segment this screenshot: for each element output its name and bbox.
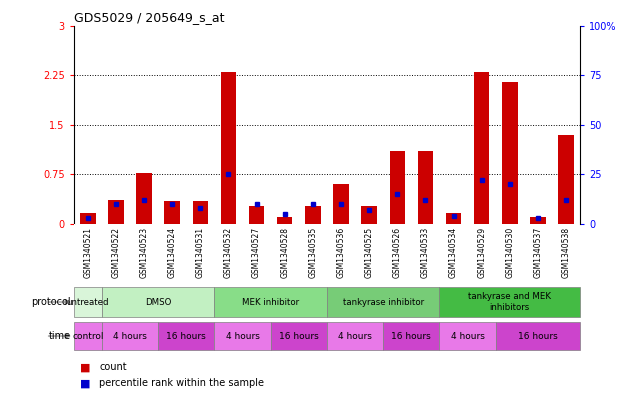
Text: GDS5029 / 205649_s_at: GDS5029 / 205649_s_at xyxy=(74,11,224,24)
Bar xyxy=(474,72,489,224)
Bar xyxy=(327,322,383,350)
Bar xyxy=(214,322,271,350)
Text: GSM1340531: GSM1340531 xyxy=(196,227,205,278)
Bar xyxy=(440,286,580,318)
Text: ■: ■ xyxy=(80,378,90,388)
Text: tankyrase inhibitor: tankyrase inhibitor xyxy=(342,298,424,307)
Text: 16 hours: 16 hours xyxy=(518,332,558,340)
Text: GSM1340532: GSM1340532 xyxy=(224,227,233,278)
Text: tankyrase and MEK
inhibitors: tankyrase and MEK inhibitors xyxy=(469,292,551,312)
Bar xyxy=(277,217,292,224)
Text: protocol: protocol xyxy=(31,297,71,307)
Bar xyxy=(362,206,377,224)
Bar xyxy=(502,82,517,224)
Text: GSM1340533: GSM1340533 xyxy=(421,227,430,278)
Text: 4 hours: 4 hours xyxy=(338,332,372,340)
Bar xyxy=(165,201,180,224)
Text: GSM1340526: GSM1340526 xyxy=(393,227,402,278)
Text: time: time xyxy=(48,331,71,341)
Text: MEK inhibitor: MEK inhibitor xyxy=(242,298,299,307)
Bar xyxy=(495,322,580,350)
Bar xyxy=(440,322,495,350)
Bar xyxy=(305,206,320,224)
Text: 16 hours: 16 hours xyxy=(392,332,431,340)
Text: 4 hours: 4 hours xyxy=(226,332,260,340)
Text: GSM1340536: GSM1340536 xyxy=(337,227,345,278)
Bar xyxy=(333,184,349,224)
Bar xyxy=(108,200,124,224)
Text: GSM1340522: GSM1340522 xyxy=(112,227,121,278)
Text: GSM1340537: GSM1340537 xyxy=(533,227,542,278)
Bar xyxy=(390,151,405,224)
Bar xyxy=(192,201,208,224)
Bar xyxy=(74,286,102,318)
Bar xyxy=(221,72,236,224)
Text: GSM1340523: GSM1340523 xyxy=(140,227,149,278)
Bar xyxy=(383,322,440,350)
Bar xyxy=(445,213,462,224)
Bar xyxy=(137,173,152,224)
Text: DMSO: DMSO xyxy=(145,298,171,307)
Text: control: control xyxy=(72,332,104,340)
Bar xyxy=(74,322,102,350)
Text: 16 hours: 16 hours xyxy=(279,332,319,340)
Bar xyxy=(102,322,158,350)
Bar xyxy=(249,206,264,224)
Text: GSM1340527: GSM1340527 xyxy=(252,227,261,278)
Bar xyxy=(271,322,327,350)
Bar xyxy=(102,286,214,318)
Text: 16 hours: 16 hours xyxy=(167,332,206,340)
Bar xyxy=(214,286,327,318)
Text: GSM1340535: GSM1340535 xyxy=(308,227,317,278)
Text: GSM1340525: GSM1340525 xyxy=(365,227,374,278)
Text: 4 hours: 4 hours xyxy=(451,332,485,340)
Text: GSM1340524: GSM1340524 xyxy=(168,227,177,278)
Text: 4 hours: 4 hours xyxy=(113,332,147,340)
Text: GSM1340538: GSM1340538 xyxy=(562,227,570,278)
Text: GSM1340530: GSM1340530 xyxy=(505,227,514,278)
Bar xyxy=(418,151,433,224)
Text: count: count xyxy=(99,362,127,373)
Text: GSM1340528: GSM1340528 xyxy=(280,227,289,278)
Text: untreated: untreated xyxy=(67,298,109,307)
Bar xyxy=(558,135,574,224)
Text: GSM1340521: GSM1340521 xyxy=(83,227,92,278)
Text: GSM1340534: GSM1340534 xyxy=(449,227,458,278)
Text: GSM1340529: GSM1340529 xyxy=(477,227,486,278)
Text: ■: ■ xyxy=(80,362,90,373)
Bar xyxy=(158,322,214,350)
Text: percentile rank within the sample: percentile rank within the sample xyxy=(99,378,264,388)
Bar xyxy=(80,213,96,224)
Bar xyxy=(530,217,545,224)
Bar xyxy=(327,286,440,318)
